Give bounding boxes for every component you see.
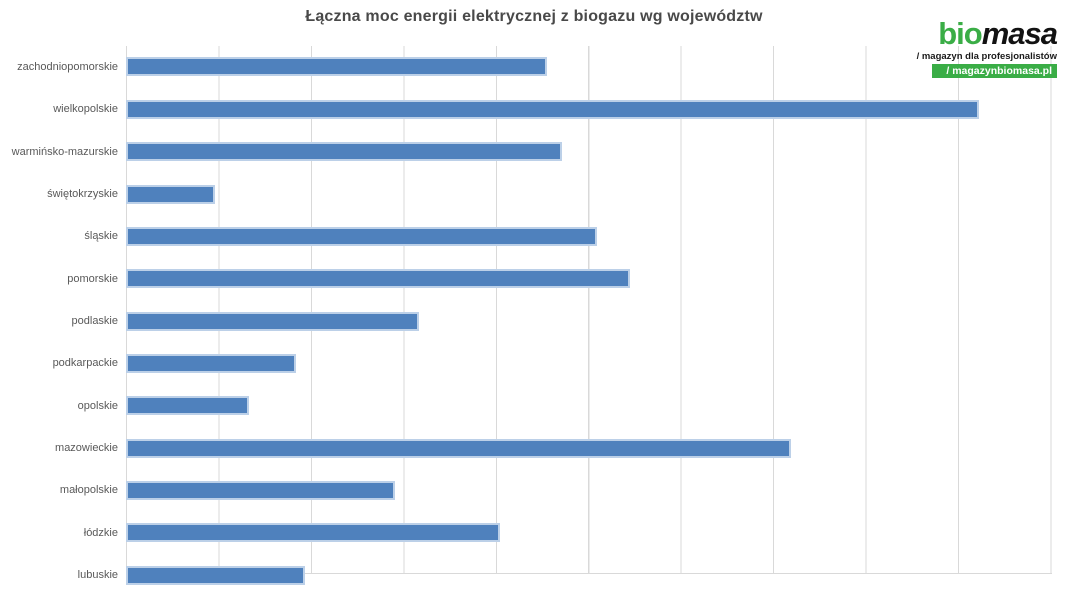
logo-tagline: / magazyn dla profesjonalistów [916,51,1057,62]
bar-track [126,311,1068,331]
bar-row: wielkopolskie [0,88,1068,130]
bar-row: zachodniopomorskie [0,46,1068,88]
bar-row: lubuskie [0,554,1068,596]
bar-track [126,184,1068,204]
bar[interactable] [126,396,249,416]
bar[interactable] [126,311,420,331]
bar-row: śląskie [0,215,1068,257]
bar-track [126,396,1068,416]
bar[interactable] [126,565,306,585]
bar-track [126,226,1068,246]
bar-track [126,269,1068,289]
bar[interactable] [126,269,630,289]
bar[interactable] [126,480,396,500]
bar-row: mazowieckie [0,427,1068,469]
bar[interactable] [126,226,597,246]
category-label: małopolskie [59,484,118,497]
bar-row: łódzkie [0,512,1068,554]
category-label: warmińsko-mazurskie [11,145,118,158]
bar-row: podkarpackie [0,342,1068,384]
bar-track [126,565,1068,585]
category-label: zachodniopomorskie [17,60,118,73]
bar-row: warmińsko-mazurskie [0,130,1068,172]
bar[interactable] [126,353,297,373]
bar-chart: zachodniopomorskie wielkopolskie warmińsko… [0,46,1068,596]
plot-bottom-line [126,573,1052,574]
category-label: śląskie [84,230,118,243]
category-label: świętokrzyskie [47,188,118,200]
bar[interactable] [126,99,980,119]
biomasa-logo: biomasa / magazyn dla profesjonalistów /… [916,16,1058,78]
bar-track [126,480,1068,500]
chart-title: Łączna moc energii elektrycznej z biogaz… [305,8,763,25]
bar-row: podlaskie [0,300,1068,342]
category-label: łódzkie [83,526,118,539]
bar-track [126,353,1068,373]
category-label: mazowieckie [55,442,118,455]
bar-row: małopolskie [0,469,1068,511]
bar[interactable] [126,57,547,77]
logo-website: / magazynbiomasa.pl [932,63,1057,78]
bar-track [126,142,1068,162]
bar-track [126,57,1068,77]
bar-row: opolskie [0,385,1068,427]
bar-track [126,523,1068,543]
bar-row: świętokrzyskie [0,173,1068,215]
bar-track [126,99,1068,119]
bar-track [126,438,1068,458]
category-label: wielkopolskie [53,103,118,116]
bar[interactable] [126,523,501,543]
bar[interactable] [126,184,215,204]
category-label: podkarpackie [52,357,118,370]
category-label: podlaskie [71,315,118,328]
logo-wordmark: biomasa [917,16,1058,51]
category-label: opolskie [77,399,118,412]
bar[interactable] [126,438,791,458]
bar-row: pomorskie [0,258,1068,300]
bar[interactable] [126,142,563,162]
category-label: lubuskie [77,569,118,582]
category-label: pomorskie [67,272,118,285]
logo-text-masa: masa [981,16,1058,51]
logo-text-bio: bio [938,16,982,51]
